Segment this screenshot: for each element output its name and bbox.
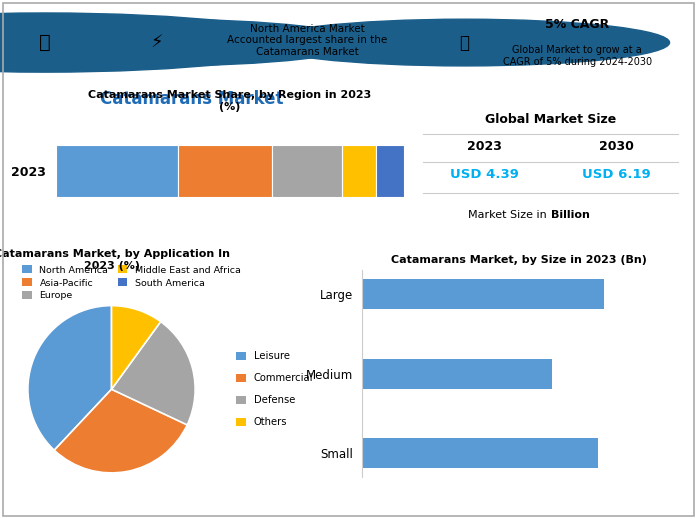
Circle shape [0, 13, 304, 72]
Text: Global Market to grow at a
CAGR of 5% during 2024-2030: Global Market to grow at a CAGR of 5% du… [503, 45, 652, 66]
Text: North America Market
Accounted largest share in the
Catamarans Market: North America Market Accounted largest s… [227, 24, 388, 57]
Text: 2023: 2023 [467, 140, 502, 153]
Bar [362, 438, 598, 468]
Wedge shape [28, 306, 112, 450]
Text: Market Size in: Market Size in [468, 210, 551, 220]
Title: Catamarans Market Share, by Region in 2023
(%): Catamarans Market Share, by Region in 20… [89, 90, 372, 112]
Text: ⚡: ⚡ [151, 34, 164, 51]
Circle shape [0, 19, 362, 66]
Text: Catamarans Market: Catamarans Market [100, 90, 283, 107]
Title: Catamarans Market, by Application In
2023 (%): Catamarans Market, by Application In 202… [0, 249, 229, 271]
Wedge shape [112, 306, 161, 389]
Bar [362, 279, 604, 309]
Wedge shape [54, 389, 187, 473]
Bar [376, 145, 404, 197]
Text: USD 6.19: USD 6.19 [583, 168, 651, 181]
Text: USD 4.39: USD 4.39 [450, 168, 519, 181]
Text: 🔥: 🔥 [459, 34, 470, 51]
Wedge shape [112, 322, 195, 425]
Legend: North America, Asia-Pacific, Europe, Middle East and Africa, South America: North America, Asia-Pacific, Europe, Mid… [19, 262, 245, 304]
Circle shape [260, 19, 670, 66]
Title: Catamarans Market, by Size in 2023 (Bn): Catamarans Market, by Size in 2023 (Bn) [391, 255, 648, 265]
Bar [362, 359, 552, 389]
Bar [272, 145, 342, 197]
Text: 2030: 2030 [599, 140, 634, 153]
Text: Billion: Billion [551, 210, 590, 220]
Legend: Leisure, Commercial, Defense, Others: Leisure, Commercial, Defense, Others [231, 347, 317, 431]
Bar [342, 145, 376, 197]
Text: 5% CAGR: 5% CAGR [545, 18, 609, 31]
Text: 🌐: 🌐 [38, 33, 50, 52]
Bar [56, 145, 178, 197]
Bar [178, 145, 272, 197]
Text: Global Market Size: Global Market Size [485, 113, 616, 126]
Text: MMR: MMR [75, 47, 109, 60]
